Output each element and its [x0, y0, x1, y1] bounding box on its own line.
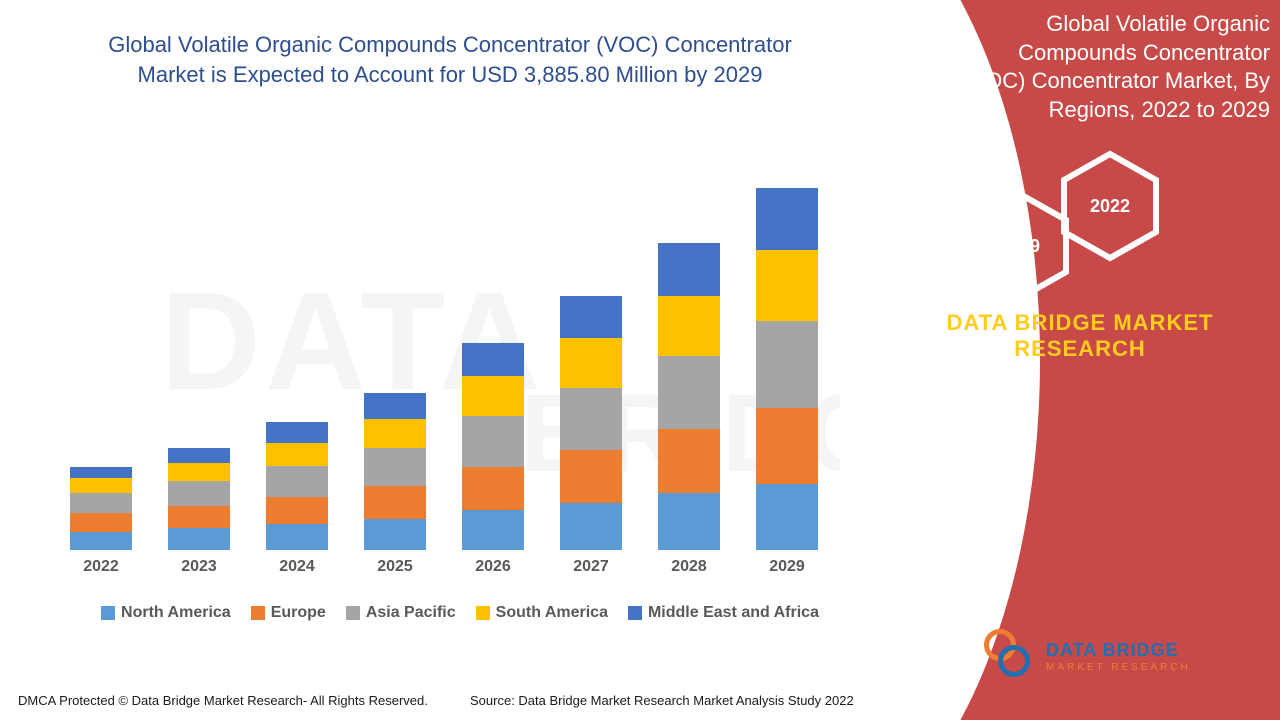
bar-segment	[168, 528, 230, 550]
legend-label: Europe	[271, 604, 326, 622]
bar-segment	[168, 448, 230, 463]
bar-segment	[462, 510, 524, 550]
chart-x-axis-labels: 2022 2023 2024 2025 2026 2027 2028 2029	[70, 558, 850, 582]
bar-segment	[462, 376, 524, 416]
logo: DATA BRIDGE MARKET RESEARCH	[980, 622, 1220, 692]
bar-segment	[266, 466, 328, 497]
bar-segment	[658, 243, 720, 296]
bar-segment	[756, 408, 818, 485]
source-text: Source: Data Bridge Market Research Mark…	[470, 693, 854, 708]
legend-item: North America	[101, 604, 231, 622]
logo-text: DATA BRIDGE MARKET RESEARCH	[1046, 641, 1191, 673]
bar-segment	[756, 484, 818, 550]
legend-label: North America	[121, 604, 231, 622]
dmca-text: DMCA Protected © Data Bridge Market Rese…	[18, 693, 428, 708]
bar-segment	[266, 497, 328, 525]
bar-segment	[266, 443, 328, 466]
bar-segment	[658, 356, 720, 429]
x-axis-label: 2025	[364, 558, 426, 576]
legend-item: South America	[476, 604, 608, 622]
bar-segment	[462, 416, 524, 467]
bar-segment	[70, 478, 132, 493]
bar-segment	[364, 448, 426, 486]
x-axis-label: 2027	[560, 558, 622, 576]
legend-label: Asia Pacific	[366, 604, 456, 622]
logo-mark-icon	[980, 629, 1036, 685]
chart-legend: North America Europe Asia Pacific South Ame…	[70, 604, 850, 622]
bar-segment	[364, 419, 426, 448]
bar-segment	[658, 493, 720, 550]
hexagon-icon	[970, 190, 1070, 302]
x-axis-label: 2029	[756, 558, 818, 576]
bar-segment	[560, 450, 622, 503]
bar-segment	[266, 524, 328, 550]
bar-segment	[756, 188, 818, 250]
hexagon-2029: 2029	[970, 190, 1070, 302]
logo-primary: DATA BRIDGE	[1046, 641, 1191, 659]
bar-segment	[364, 486, 426, 519]
bar-segment	[266, 422, 328, 442]
bar-segment	[70, 467, 132, 478]
hexagon-icon	[1060, 150, 1160, 262]
bar-segment	[70, 513, 132, 531]
x-axis-label: 2026	[462, 558, 524, 576]
x-axis-label: 2028	[658, 558, 720, 576]
bar-segment	[168, 463, 230, 481]
legend-item: Europe	[251, 604, 326, 622]
x-axis-label: 2024	[266, 558, 328, 576]
logo-secondary: MARKET RESEARCH	[1046, 663, 1191, 673]
bar-segment	[560, 338, 622, 388]
bar-segment	[168, 481, 230, 506]
right-panel: Global Volatile Organic Compounds Concen…	[840, 0, 1280, 720]
hexagon-2022: 2022	[1060, 150, 1160, 262]
legend-swatch-icon	[476, 606, 490, 620]
bar-segment	[756, 321, 818, 407]
bar-segment	[462, 467, 524, 509]
brand-text: DATA BRIDGE MARKET RESEARCH	[910, 310, 1250, 362]
bar-segment	[560, 503, 622, 551]
legend-swatch-icon	[251, 606, 265, 620]
legend-swatch-icon	[346, 606, 360, 620]
right-panel-title: Global Volatile Organic Compounds Concen…	[950, 10, 1270, 124]
bar-segment	[560, 388, 622, 450]
bar-segment	[168, 506, 230, 528]
legend-label: South America	[496, 604, 608, 622]
chart-plot	[70, 170, 850, 550]
bar-segment	[364, 519, 426, 550]
bar-segment	[462, 343, 524, 376]
stage: DATA BRIDGE Global Volatile Organic Comp…	[0, 0, 1280, 720]
legend-item: Middle East and Africa	[628, 604, 819, 622]
chart-title: Global Volatile Organic Compounds Concen…	[40, 20, 860, 109]
bar-segment	[756, 250, 818, 322]
legend-swatch-icon	[628, 606, 642, 620]
bar-segment	[364, 393, 426, 419]
legend-swatch-icon	[101, 606, 115, 620]
bar-segment	[560, 296, 622, 338]
bar-segment	[70, 493, 132, 513]
bar-segment	[658, 429, 720, 493]
x-axis-label: 2022	[70, 558, 132, 576]
hexagon-group: 2029 2022	[970, 150, 1190, 310]
legend-item: Asia Pacific	[346, 604, 456, 622]
bar-segment	[658, 296, 720, 356]
x-axis-label: 2023	[168, 558, 230, 576]
bar-segment	[70, 532, 132, 550]
chart-area: Global Volatile Organic Compounds Concen…	[40, 20, 860, 660]
legend-label: Middle East and Africa	[648, 604, 819, 622]
